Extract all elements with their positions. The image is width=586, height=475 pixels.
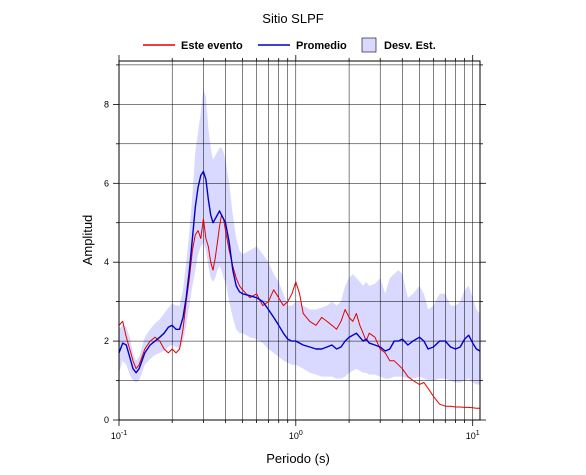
y-axis-label: Amplitud	[80, 215, 95, 266]
legend-event-label: Este evento	[181, 40, 243, 52]
y-tick-label: 6	[104, 178, 109, 188]
chart-title: Sitio SLPF	[262, 11, 323, 26]
plot-frame	[118, 60, 481, 421]
event-series-line	[118, 214, 480, 409]
legend-mean-label: Promedio	[296, 40, 347, 52]
y-tick-label: 4	[104, 257, 109, 267]
y-tick-label: 8	[104, 99, 109, 109]
y-tick-label: 0	[104, 415, 109, 425]
std-band	[119, 88, 480, 385]
x-axis-label: Periodo (s)	[266, 451, 330, 466]
x-tick-label: 101	[466, 430, 480, 441]
x-tick-label: 10-1	[111, 430, 127, 441]
legend-band-label: Desv. Est.	[384, 40, 436, 52]
legend: Este evento Promedio Desv. Est.	[143, 37, 436, 53]
y-tick-label: 2	[104, 336, 109, 346]
axis-layer: 0 2 4 6 8 10-1 100 101	[104, 55, 486, 441]
mean-series-line	[118, 170, 481, 374]
x-tick-label: 100	[289, 430, 303, 441]
grid-layer	[119, 61, 480, 420]
std-band-layer	[119, 88, 480, 385]
legend-band-swatch	[361, 37, 377, 53]
series-layer	[118, 170, 481, 409]
